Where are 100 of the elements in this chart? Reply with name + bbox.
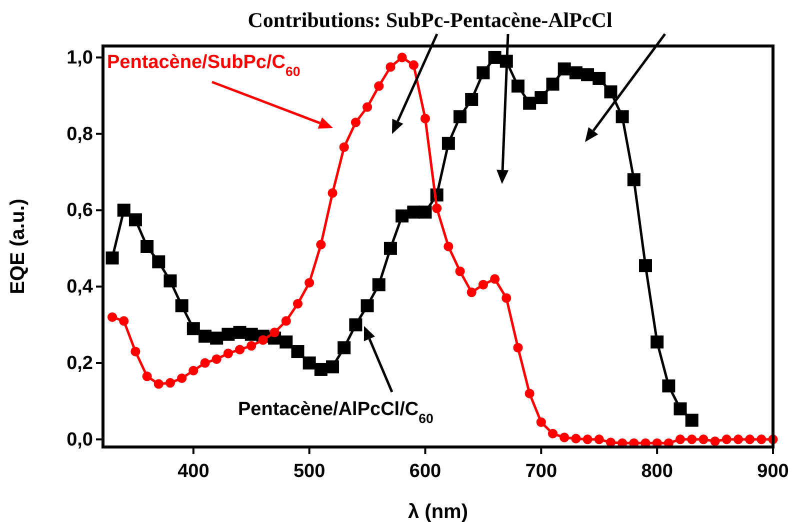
- point: [326, 360, 340, 374]
- point: [582, 434, 592, 444]
- point: [650, 335, 664, 348]
- point: [339, 142, 349, 152]
- point: [338, 341, 351, 354]
- point: [350, 118, 360, 128]
- point: [302, 356, 316, 370]
- point: [349, 318, 362, 332]
- point: [488, 50, 502, 64]
- point: [675, 434, 686, 444]
- point: [476, 66, 490, 80]
- point: [386, 62, 396, 72]
- x-tick-label: 500: [293, 461, 326, 482]
- point: [397, 52, 407, 62]
- point: [524, 388, 534, 398]
- point: [117, 204, 130, 217]
- point: [234, 344, 245, 354]
- point: [165, 378, 176, 388]
- y-tick-label: 0,2: [66, 352, 93, 374]
- point: [548, 428, 558, 438]
- point: [745, 434, 755, 444]
- point: [465, 92, 478, 106]
- point: [396, 209, 409, 222]
- point: [128, 213, 142, 226]
- point: [432, 204, 442, 214]
- point: [246, 340, 256, 351]
- point: [223, 348, 233, 358]
- point: [616, 110, 629, 124]
- point: [638, 259, 652, 272]
- x-tick-label: 600: [409, 461, 442, 482]
- point: [722, 434, 732, 444]
- point: [523, 96, 536, 110]
- x-tick-label: 800: [641, 461, 673, 482]
- point: [418, 206, 432, 219]
- point: [188, 366, 198, 376]
- point: [710, 436, 720, 446]
- point: [513, 342, 523, 353]
- chart-title: Contributions: SubPc-Pentacène-AlPcCl: [248, 8, 612, 32]
- point: [420, 114, 430, 124]
- point: [733, 434, 744, 444]
- point: [408, 60, 418, 70]
- point: [627, 173, 640, 186]
- point: [130, 346, 140, 356]
- point: [444, 242, 454, 252]
- x-tick-label: 900: [757, 461, 789, 482]
- point: [592, 72, 606, 85]
- point: [384, 242, 397, 255]
- point: [200, 358, 210, 368]
- point: [490, 274, 500, 284]
- point: [674, 402, 687, 416]
- point: [604, 85, 618, 98]
- point: [536, 417, 546, 427]
- point: [594, 434, 604, 444]
- y-tick-label: 1,0: [66, 47, 93, 68]
- point: [478, 280, 488, 290]
- point: [454, 110, 467, 124]
- point: [164, 274, 177, 288]
- point: [177, 373, 187, 384]
- point: [502, 293, 512, 303]
- point: [142, 372, 152, 382]
- point: [756, 434, 766, 444]
- point: [372, 278, 386, 292]
- point: [304, 278, 314, 288]
- point: [374, 81, 384, 91]
- series-label: Pentacène/AlPcCl/C$_{60}$: [238, 399, 434, 426]
- point: [314, 362, 328, 376]
- y-tick-label: 0,4: [66, 276, 94, 298]
- point: [360, 299, 374, 312]
- point: [455, 266, 465, 276]
- point: [186, 322, 200, 336]
- x-tick-label: 700: [525, 461, 558, 482]
- point: [154, 379, 164, 389]
- point: [291, 345, 304, 358]
- point: [571, 434, 581, 444]
- point: [107, 312, 118, 322]
- x-axis-title: λ (nm): [408, 501, 468, 522]
- point: [280, 335, 293, 348]
- point: [152, 255, 166, 268]
- point: [558, 62, 571, 76]
- point: [698, 434, 708, 444]
- y-tick-label: 0,8: [66, 124, 93, 145]
- point: [212, 354, 222, 364]
- x-tick-label: 400: [178, 461, 210, 482]
- point: [511, 80, 524, 93]
- point: [662, 379, 676, 392]
- y-tick-label: 0,6: [66, 200, 93, 222]
- text: Pentacène/SubPc/C$_{60}$: [107, 52, 300, 78]
- point: [466, 288, 476, 298]
- point: [362, 102, 372, 112]
- point: [546, 78, 560, 91]
- point: [292, 298, 303, 309]
- point: [442, 136, 455, 150]
- point: [106, 251, 119, 264]
- point: [316, 240, 326, 250]
- point: [560, 432, 570, 442]
- point: [140, 240, 154, 253]
- y-axis-title: EQE (a.u.): [7, 198, 29, 294]
- point: [281, 316, 291, 326]
- point: [119, 316, 129, 326]
- point: [270, 328, 280, 338]
